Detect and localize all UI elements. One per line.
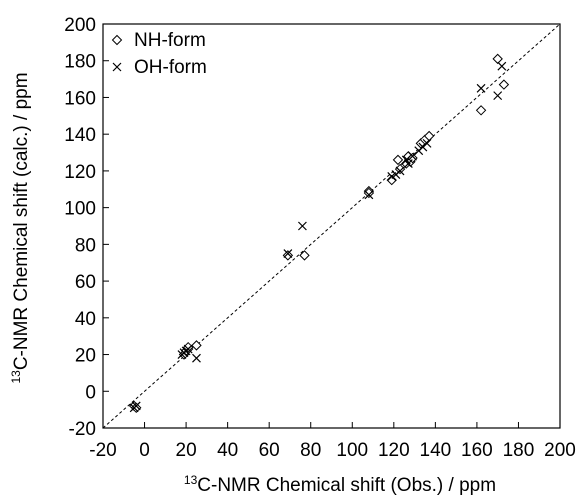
x-tick-label: 20 [176,440,197,461]
data-point [497,61,507,71]
legend-marker [112,62,122,72]
plot-frame [102,23,561,429]
x-tick-label: 160 [461,440,493,461]
x-axis-label-text: C-NMR Chemical shift (Obs.) / ppm [197,475,496,496]
plot-area [102,23,561,429]
data-point [299,250,310,261]
legend-label: NH-form [134,30,206,51]
y-tick-label: 180 [64,52,96,73]
reference-line [102,23,561,429]
y-tick-label: 200 [64,15,96,36]
data-point [131,401,141,411]
x-tick-label: 200 [544,440,576,461]
data-point [191,340,202,351]
data-point [403,159,413,168]
data-point [297,221,307,231]
legend-label: OH-form [134,57,207,78]
y-tick-label: -20 [69,419,96,440]
x-axis-label: 13C-NMR Chemical shift (Obs.) / ppm [184,473,496,496]
x-tick-label: 60 [259,440,280,461]
data-point [183,344,193,354]
data-point [492,53,503,65]
x-axis-label-superscript: 13 [184,473,198,487]
y-axis-label-superscript: 13 [9,370,23,384]
x-tick-label: 80 [300,440,321,461]
y-tick-label: 140 [64,125,96,146]
x-tick-label: 40 [217,440,238,461]
series-nh-form [128,53,510,414]
data-point [192,353,201,363]
y-tick-label: 100 [64,199,96,220]
data-point [364,190,374,200]
x-tick-label: 180 [503,440,535,461]
data-point [395,166,405,176]
x-tick-label: 0 [139,440,150,461]
y-tick-label: 20 [75,346,96,367]
y-tick-label: 0 [85,382,96,403]
data-points [128,53,510,414]
y-tick-label: 80 [75,235,96,256]
y-axis-ticks: -20 0 20 40 60 80 100 120 140 160 180 200 [64,15,109,440]
data-point [282,250,294,261]
y-tick-label: 120 [64,162,96,183]
data-point [422,138,432,148]
data-point [476,83,486,93]
x-tick-label: 140 [420,440,452,461]
y-axis-label: 13C-NMR Chemical shift (calc.) / ppm [9,72,32,383]
series-oh-form [129,61,507,413]
data-point [283,249,293,258]
data-point [498,79,510,90]
y-tick-label: 160 [64,88,96,109]
y-axis-label-text: C-NMR Chemical shift (calc.) / ppm [11,72,32,370]
y-tick-label: 40 [75,309,96,330]
y-tick-label: 60 [75,272,96,293]
data-point [493,91,503,101]
data-point [394,163,406,175]
legend-marker [111,34,123,46]
x-tick-label: 100 [336,440,368,461]
data-point [475,105,487,116]
legend: NH-form OH-form [111,30,207,78]
x-axis-ticks: -20 0 20 40 60 80 100 120 140 160 180 200 [89,422,576,461]
x-tick-label: -20 [89,440,116,461]
x-tick-label: 120 [378,440,410,461]
data-point [392,154,404,166]
